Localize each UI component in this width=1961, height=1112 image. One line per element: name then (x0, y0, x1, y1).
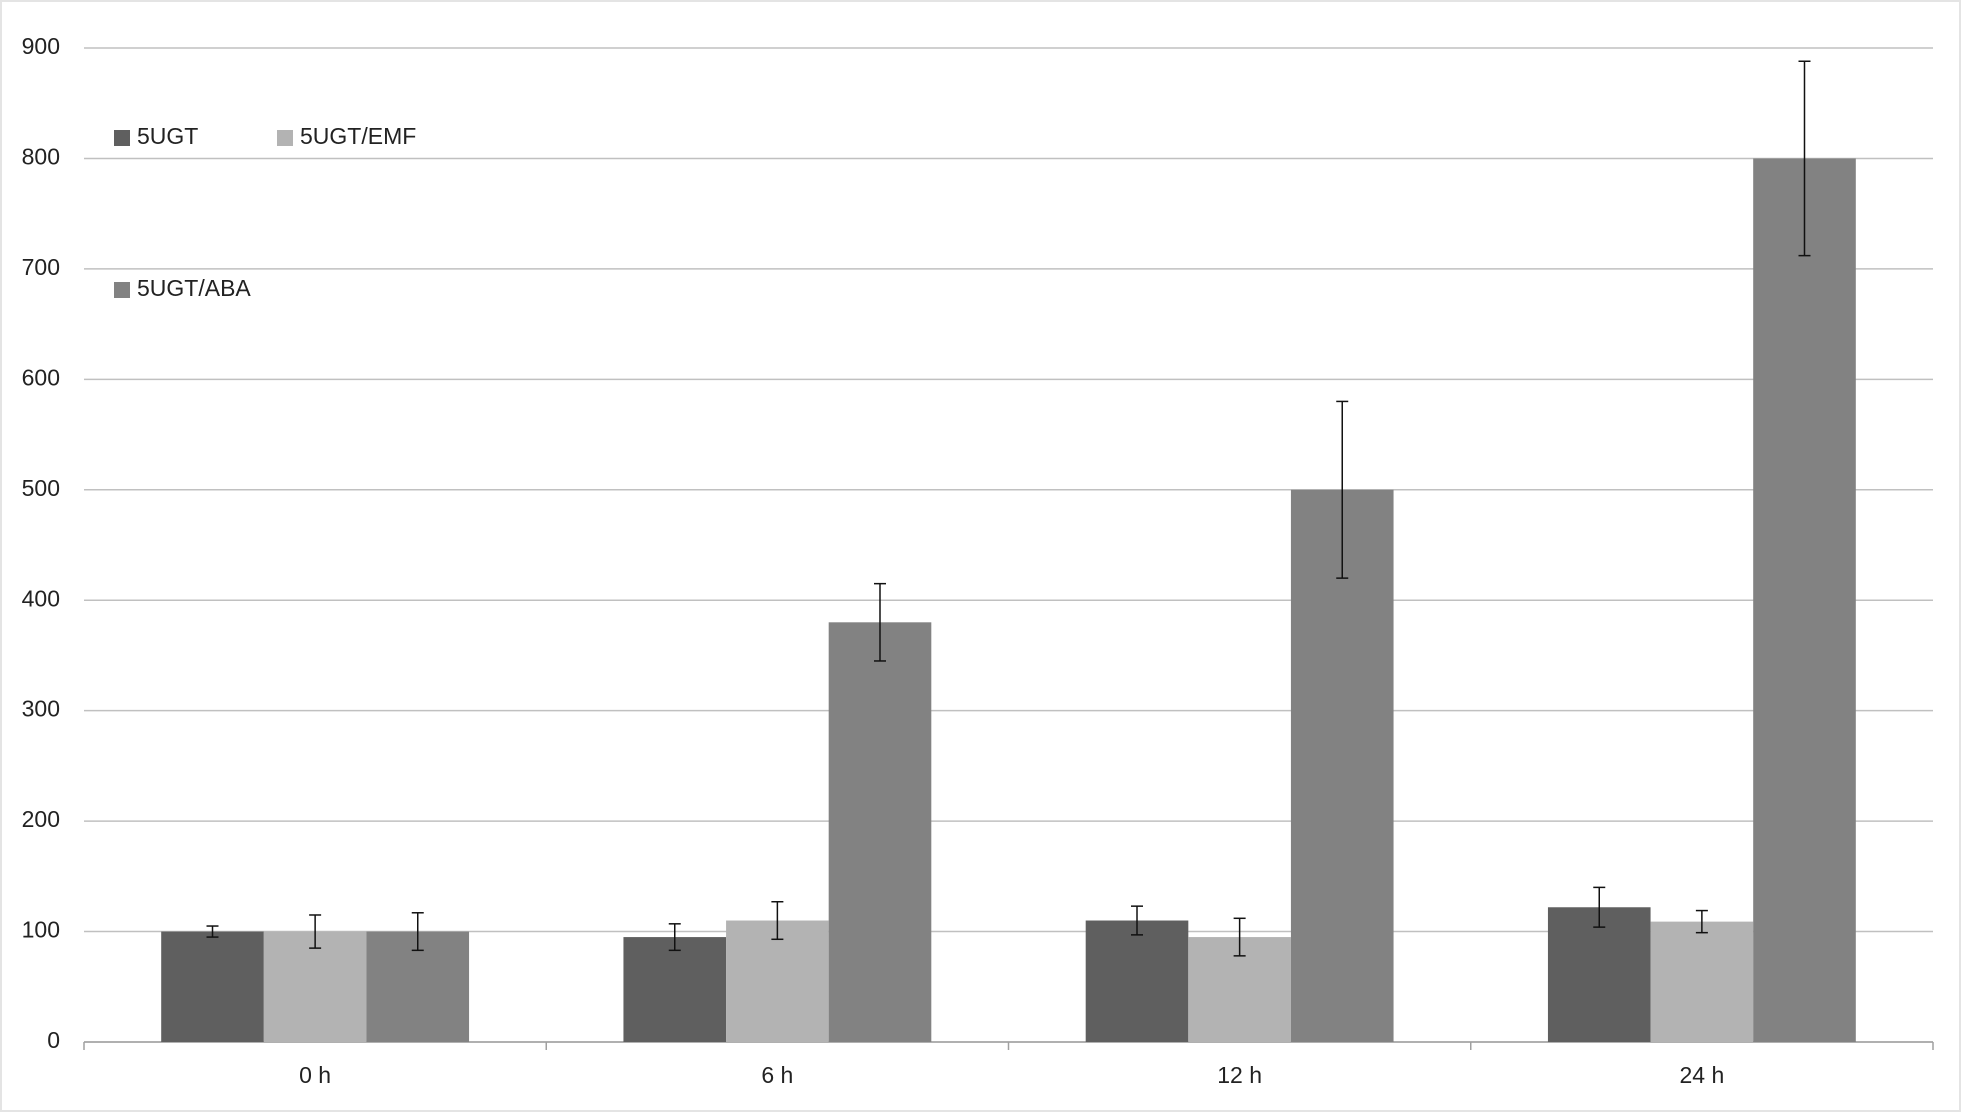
error-bar (1695, 909, 1708, 934)
y-tick-label: 500 (22, 475, 60, 501)
bar (828, 622, 932, 1042)
error-bar (411, 912, 424, 952)
y-tick-label: 300 (22, 696, 60, 722)
error-bar (668, 923, 681, 952)
x-tick-label: 0 h (299, 1062, 331, 1088)
error-bar (1336, 400, 1349, 579)
bar (161, 931, 264, 1042)
bar (1547, 907, 1651, 1042)
legend-swatch (114, 130, 130, 146)
legend-label: 5UGT (137, 123, 198, 149)
bar (1753, 158, 1856, 1042)
error-bar (1593, 886, 1606, 928)
bar (1650, 921, 1754, 1042)
legend-label: 5UGT/ABA (137, 275, 251, 301)
error-bar (873, 582, 886, 662)
bar (623, 937, 727, 1042)
x-tick-label: 12 h (1217, 1062, 1262, 1088)
error-bar (1131, 905, 1144, 936)
y-tick-label: 0 (47, 1027, 60, 1053)
bar (263, 931, 367, 1042)
error-bar (206, 925, 219, 938)
bar (1085, 920, 1189, 1042)
error-bar (1798, 60, 1811, 257)
x-tick-label: 6 h (761, 1062, 793, 1088)
legend-swatch (114, 282, 130, 298)
y-tick-label: 900 (22, 33, 60, 59)
y-tick-label: 200 (22, 806, 60, 832)
bar (1290, 489, 1394, 1042)
legend-label: 5UGT/EMF (300, 123, 416, 149)
y-tick-label: 800 (22, 144, 60, 170)
error-bar (771, 900, 784, 941)
error-bar (309, 914, 322, 949)
error-bar (1233, 917, 1246, 957)
x-tick-label: 24 h (1679, 1062, 1724, 1088)
y-tick-label: 700 (22, 254, 60, 280)
y-tick-label: 400 (22, 585, 60, 611)
legend-swatch (277, 130, 293, 146)
y-tick-label: 600 (22, 364, 60, 390)
bar (726, 920, 829, 1042)
y-tick-label: 100 (22, 917, 60, 943)
